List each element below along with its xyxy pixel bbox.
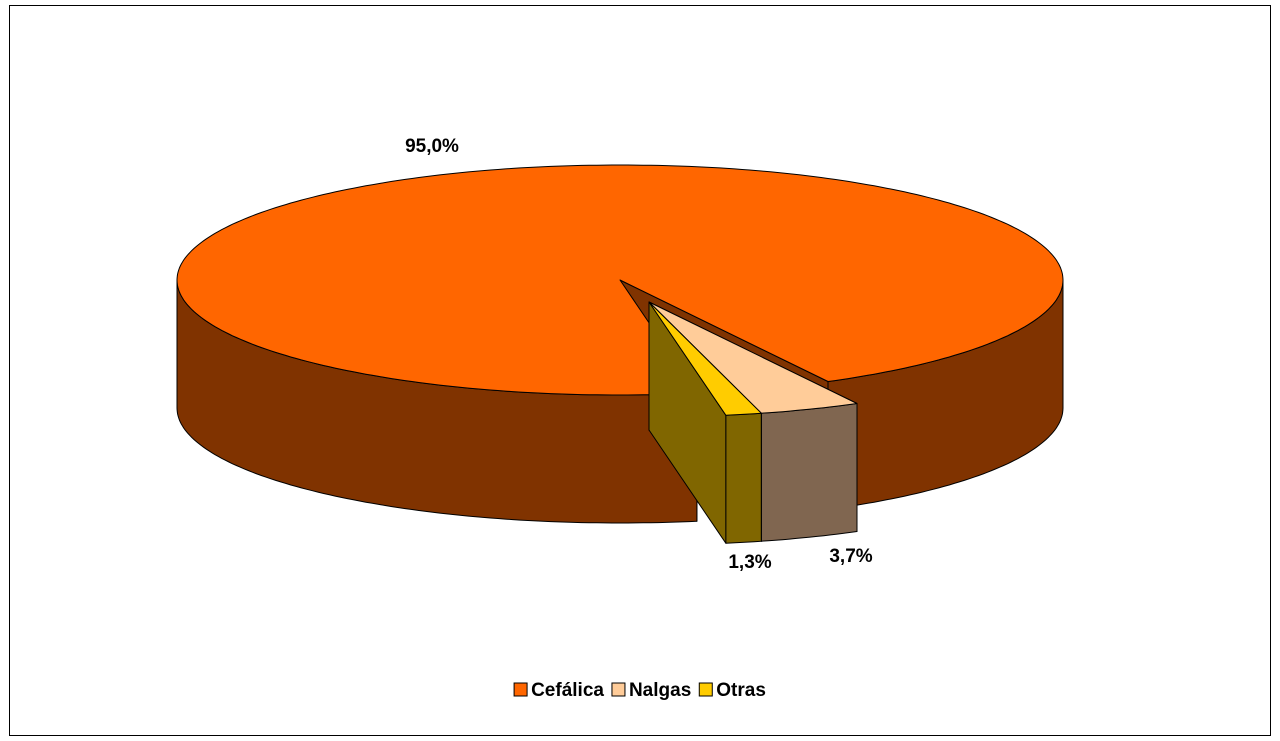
slice [648, 301, 762, 544]
legend-label: Cefálica [531, 680, 604, 701]
legend-label: Otras [716, 680, 766, 701]
legend-swatch [513, 682, 528, 697]
slice-outer-wall [725, 412, 762, 544]
data-label: 3,7% [829, 546, 872, 567]
data-label: 95,0% [405, 136, 459, 157]
slice-outer-wall [760, 403, 858, 542]
slice-top [176, 164, 1064, 396]
slice [176, 164, 1064, 524]
slice-top [648, 301, 762, 416]
data-label: 1,3% [728, 552, 771, 573]
legend-swatch [698, 682, 713, 697]
legend-label: Nalgas [629, 680, 691, 701]
legend-swatch [611, 682, 626, 697]
slice-top [648, 301, 858, 414]
